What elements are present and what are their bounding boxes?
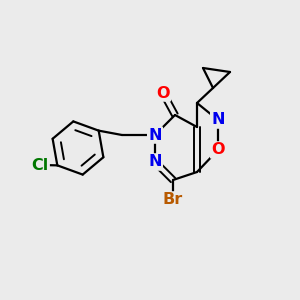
Text: Cl: Cl: [32, 158, 49, 172]
Text: Br: Br: [163, 193, 183, 208]
Text: N: N: [148, 154, 162, 169]
Text: N: N: [148, 128, 162, 142]
Text: O: O: [156, 85, 170, 100]
Text: O: O: [211, 142, 225, 158]
Text: N: N: [211, 112, 225, 128]
